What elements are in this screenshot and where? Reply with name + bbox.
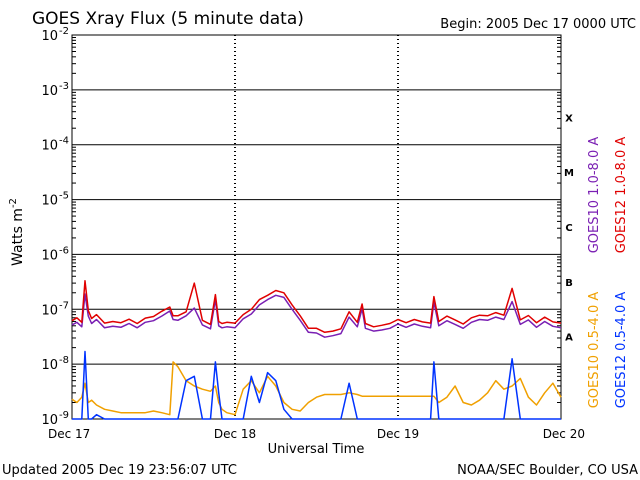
source-credit: NOAA/SEC Boulder, CO USA (457, 463, 638, 478)
plot-frame (71, 34, 562, 420)
y-axis-label: Watts m-2 (8, 198, 26, 266)
x-tick-label: Dec 18 (214, 427, 256, 441)
begin-date-label: Begin: 2005 Dec 17 0000 UTC (440, 17, 636, 32)
flare-class-m: M (564, 168, 574, 179)
x-tick-label: Dec 20 (543, 427, 585, 441)
series-line (71, 361, 562, 416)
legend: GOES10 1.0-8.0 A GOES12 1.0-8.0 A GOES10 0… (587, 137, 629, 409)
series-line (72, 350, 561, 420)
chart-title: GOES Xray Flux (5 minute data) (32, 9, 304, 29)
y-tick-exponent: -6 (59, 245, 69, 256)
data-series (71, 280, 562, 420)
legend-entry: GOES12 0.5-4.0 A (614, 292, 629, 409)
flare-class-x: X (565, 113, 573, 124)
y-tick-exponent: -9 (59, 410, 69, 421)
y-tick-label: 10 (41, 139, 58, 154)
x-axis: Dec 17 Dec 18 Dec 19 Dec 20 (48, 427, 585, 441)
y-tick-exponent: -5 (59, 191, 69, 202)
y-tick-exponent: -4 (59, 136, 69, 147)
y-tick-label: 10 (41, 303, 58, 318)
y-axis-label-superscript: -2 (8, 198, 19, 208)
series-line (71, 293, 562, 338)
legend-entry: GOES12 1.0-8.0 A (614, 137, 629, 254)
y-tick-exponent: -2 (59, 26, 69, 37)
y-tick-exponent: -3 (59, 81, 69, 92)
y-tick-label: 10 (41, 358, 58, 373)
x-tick-label: Dec 17 (48, 427, 90, 441)
y-tick-label: 10 (41, 248, 58, 263)
y-tick-exponent: -8 (59, 355, 69, 366)
y-tick-label: 10 (41, 29, 58, 44)
y-tick-exponent: -7 (59, 300, 69, 311)
grid-lines (72, 35, 561, 419)
series-line (71, 280, 562, 334)
legend-entry: GOES10 1.0-8.0 A (587, 137, 602, 254)
flare-class-b: B (565, 278, 573, 289)
flare-class-labels: X M C B A (564, 113, 574, 343)
legend-entry: GOES10 0.5-4.0 A (587, 292, 602, 409)
y-tick-label: 10 (41, 194, 58, 209)
y-tick-label: 10 (41, 84, 58, 99)
flare-class-a: A (565, 333, 573, 344)
updated-timestamp: Updated 2005 Dec 19 23:56:07 UTC (2, 463, 237, 478)
y-axis: 10-210-310-410-510-610-710-810-9 (41, 26, 561, 428)
y-tick-label: 10 (41, 413, 58, 428)
x-tick-label: Dec 19 (377, 427, 419, 441)
flare-class-c: C (565, 223, 572, 234)
x-axis-label: Universal Time (268, 442, 365, 457)
